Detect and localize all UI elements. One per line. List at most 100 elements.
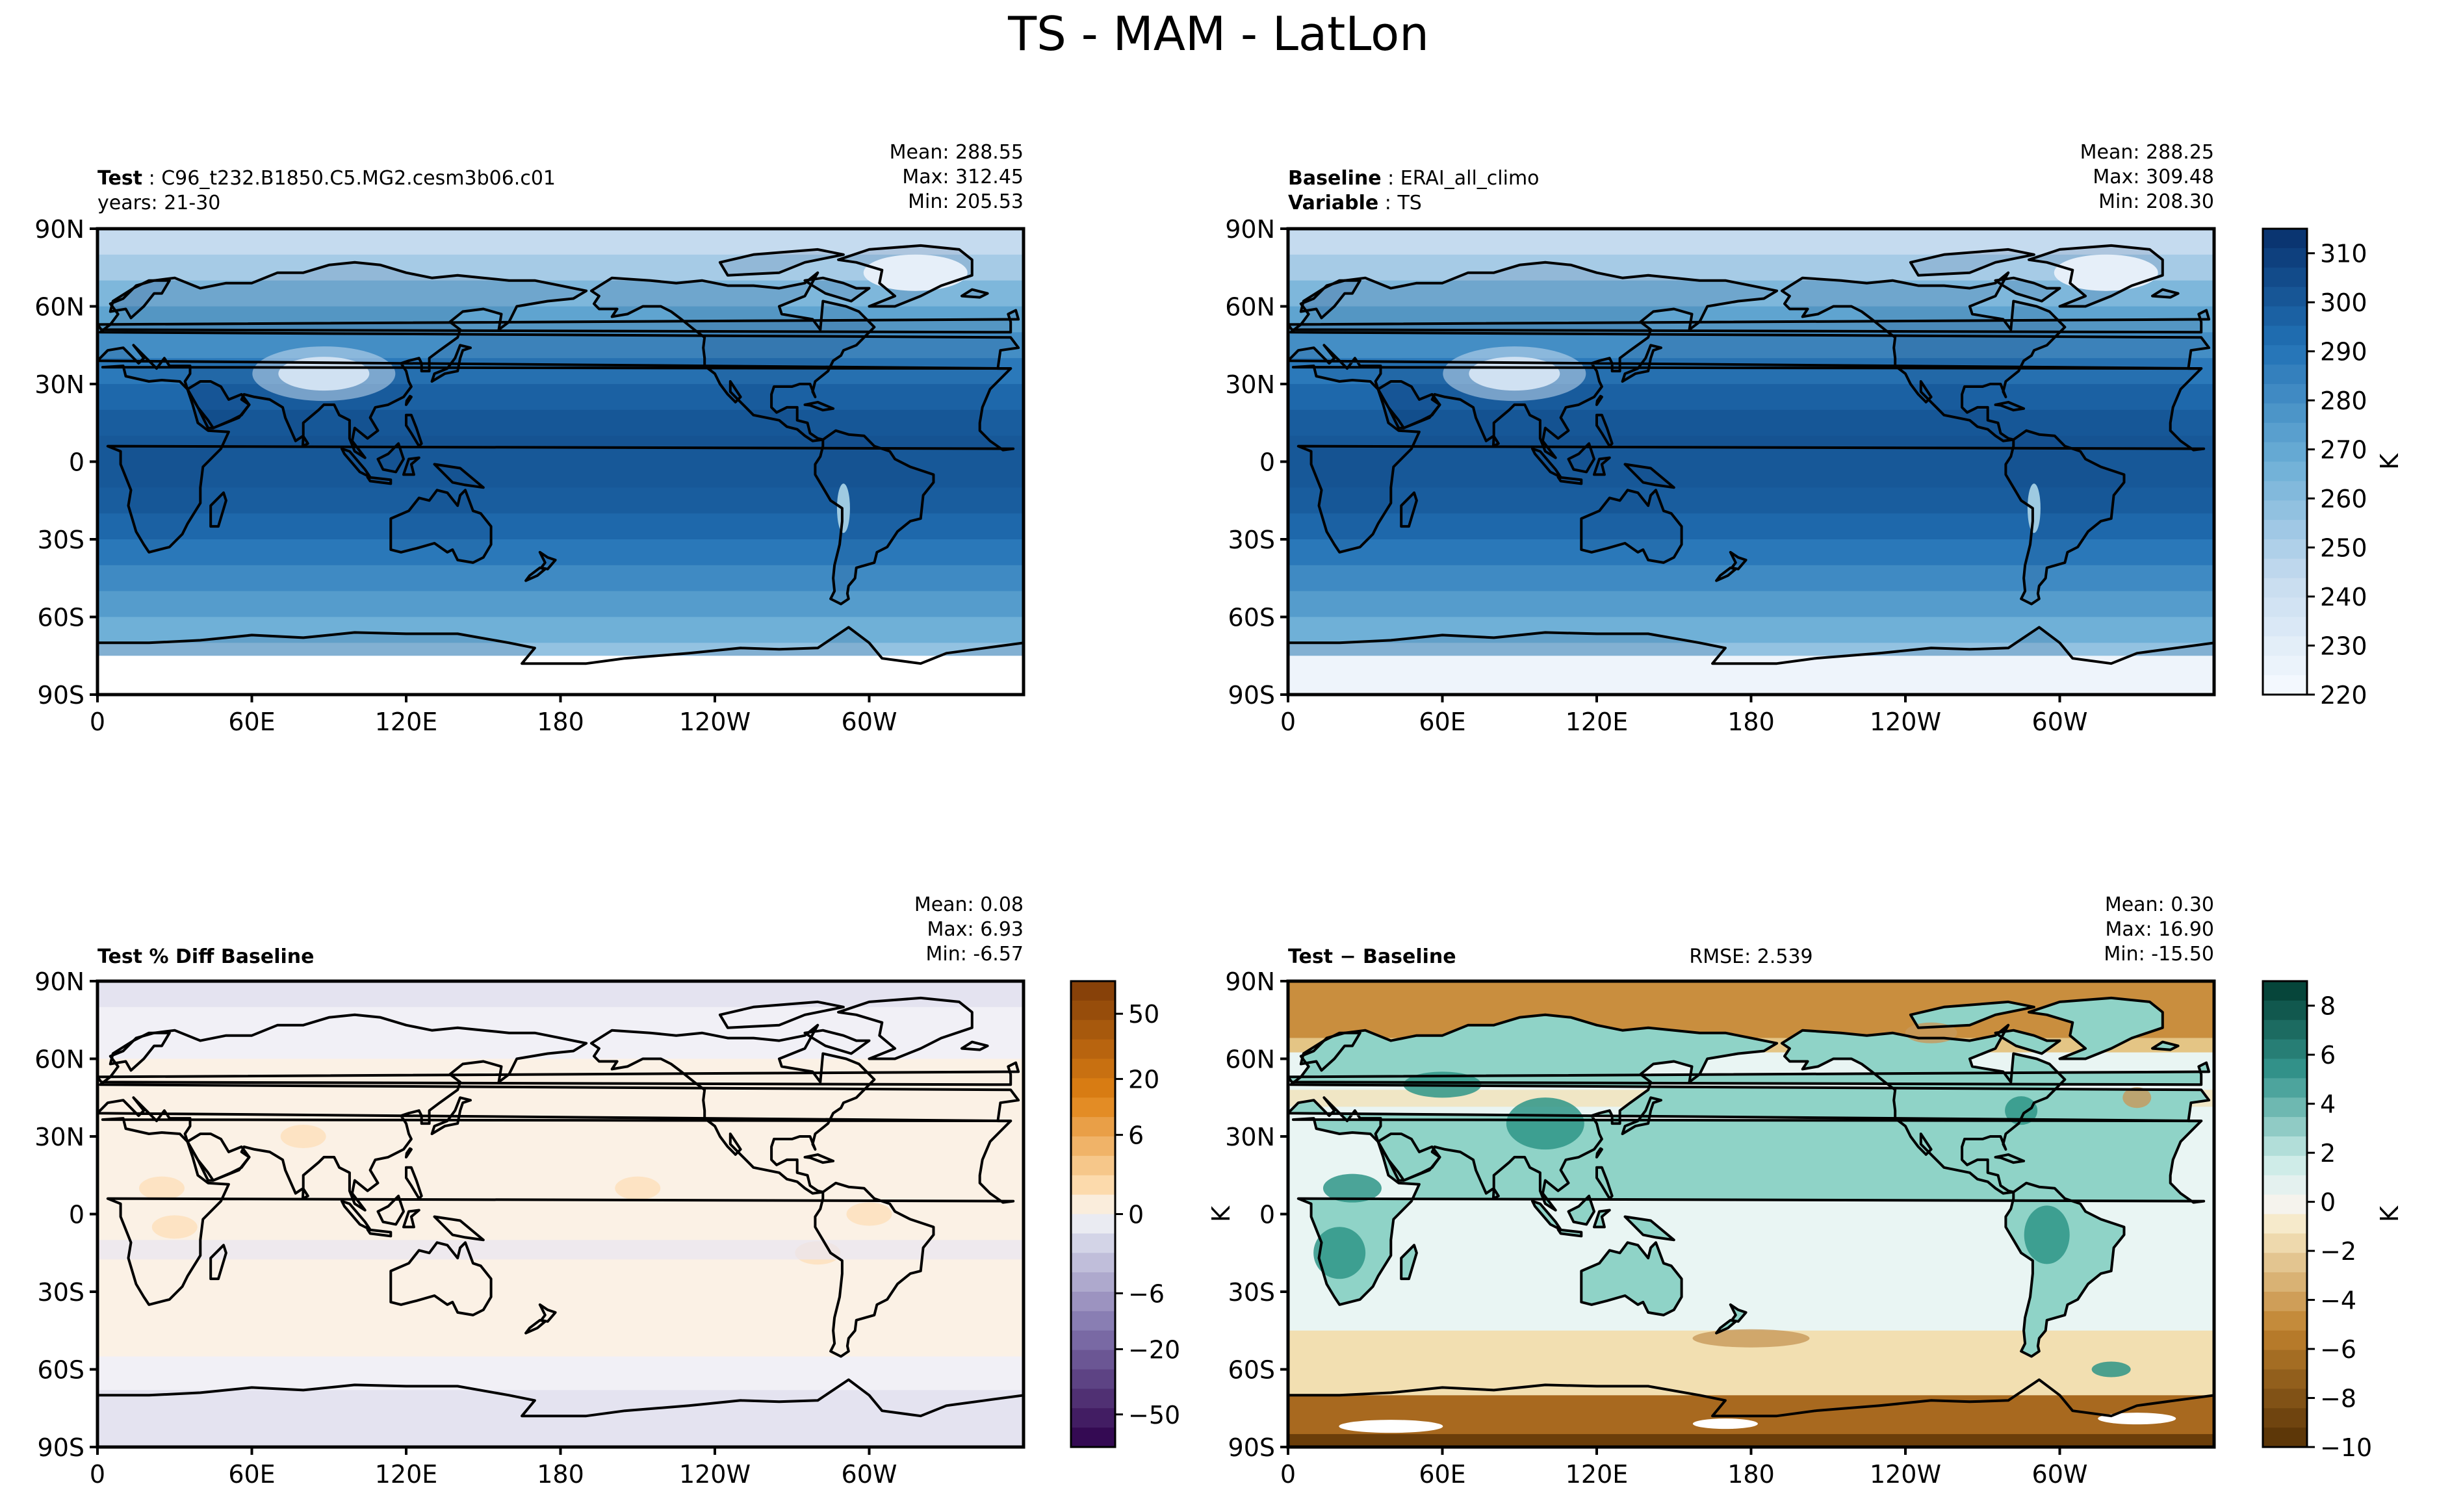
colorbar-segment: [2263, 1175, 2307, 1196]
colorbar-tick-label: −2: [2320, 1237, 2356, 1266]
coastline: [1491, 1187, 1500, 1200]
coastlines: [1288, 244, 2214, 695]
pct-arctic: [97, 981, 1024, 1007]
temp-band: [97, 513, 1024, 540]
lat-tick-label: 0: [69, 448, 84, 477]
panel-rmse: RMSE: 2.539: [1689, 945, 1812, 968]
map-area: [97, 981, 1024, 1447]
lon-tick-label: 120E: [375, 1460, 438, 1489]
diff-land: [1625, 1216, 1674, 1240]
antarctic-cold: [97, 656, 1024, 695]
coastline: [837, 244, 974, 308]
colorbar-segment: [2263, 539, 2307, 559]
colorbar-segment: [2263, 1155, 2307, 1176]
coastline: [837, 996, 974, 1060]
diff-land: [1995, 1030, 2060, 1054]
coastline: [961, 1040, 989, 1051]
pct-blob: [846, 1202, 892, 1226]
coastline: [405, 413, 423, 448]
land-shade: [1581, 490, 1682, 563]
coastline: [301, 435, 309, 448]
colorbar-segment: [2263, 636, 2307, 657]
colorbar-tick-label: −20: [1128, 1335, 1180, 1364]
map-area: [1288, 981, 2214, 1447]
coastline: [803, 1153, 835, 1164]
coastline: [1623, 1215, 1675, 1242]
coastline: [433, 463, 485, 489]
stat-mean: Mean: 0.08: [914, 893, 1024, 916]
coastline: [1623, 463, 1675, 489]
stat-min: Min: 208.30: [2098, 190, 2214, 213]
coastline: [97, 1061, 1020, 1086]
panel-label: Test − Baseline: [1288, 945, 1456, 968]
diff-coolspot: [2122, 1087, 2152, 1108]
colorbar-segment: [2263, 597, 2307, 618]
diff-hotspot: [1322, 1173, 1382, 1203]
colorbar-segment: [2263, 1272, 2307, 1292]
colorbar-segment: [1071, 1175, 1115, 1196]
land-shade: [97, 310, 1019, 333]
lon-tick-label: 120W: [679, 1460, 751, 1489]
colorbar-segment: [2263, 248, 2307, 268]
panel-label: Test % Diff Baseline: [97, 945, 315, 968]
panel-label: Baseline : ERAI_all_climo: [1288, 167, 1540, 190]
colorbar-segment: [1071, 1058, 1115, 1079]
antarctic-cold: [1288, 656, 2214, 695]
coastline: [405, 1166, 423, 1200]
coastline: [97, 626, 1024, 695]
panel-label-key: Baseline: [1288, 167, 1382, 190]
coastline: [402, 1209, 420, 1229]
colorbar-segment: [2263, 1389, 2307, 1409]
land-shade: [1293, 366, 2204, 552]
colorbar-segment: [1071, 1194, 1115, 1215]
coastline: [366, 476, 393, 485]
temp-band: [1288, 591, 2214, 618]
coastline: [1288, 309, 2211, 334]
temp-band: [1288, 539, 2214, 566]
colorbar-segment: [2263, 442, 2307, 463]
stat-min: Min: -15.50: [2104, 943, 2214, 966]
greenland-cold: [863, 254, 968, 291]
colorbar-tick-label: 240: [2320, 583, 2367, 611]
diff-coolspot: [1692, 1329, 1810, 1348]
colorbar-segment: [2263, 384, 2307, 404]
colorbar-segment: [2263, 229, 2307, 249]
colorbar-tick-label: 0: [1128, 1201, 1144, 1229]
coastline: [1299, 279, 1361, 320]
colorbar-tick-label: 6: [2320, 1041, 2336, 1070]
pct-band: [97, 1240, 1024, 1260]
coastline: [2004, 429, 2126, 606]
lat-tick-label: 60N: [34, 293, 84, 322]
land-shade: [406, 415, 422, 446]
lat-tick-label: 30N: [34, 370, 84, 399]
coastline: [1994, 276, 2061, 303]
coastline: [2028, 244, 2164, 308]
pct-blob: [615, 1176, 661, 1200]
temp-band: [97, 229, 1024, 255]
panel-variable-value: TS: [1397, 192, 1421, 214]
coastline: [97, 309, 1020, 334]
colorbar-tick-label: 230: [2320, 632, 2367, 661]
temp-band: [97, 487, 1024, 515]
coastline: [590, 271, 876, 442]
lon-tick-label: 60W: [2032, 1460, 2088, 1489]
land-shade: [102, 366, 1014, 552]
lon-tick-label: 120W: [679, 708, 751, 736]
colorbar-segment: [2263, 1039, 2307, 1060]
colorbar-tick-label: 260: [2320, 485, 2367, 513]
colorbar-temp: 310 300 290 280 270 260 250 240 230 220 K: [2262, 227, 2404, 710]
panel-label-sep: :: [1382, 167, 1400, 190]
coastline: [101, 1117, 1015, 1306]
coastline: [1288, 1061, 2211, 1086]
lon-tick-label: 120E: [1566, 708, 1629, 736]
coastline: [301, 1187, 309, 1200]
land-shade: [1288, 310, 2210, 333]
stat-mean: Mean: 288.25: [2080, 141, 2214, 164]
coastline: [433, 1215, 485, 1242]
lon-tick-label: 120E: [1566, 1460, 1629, 1489]
panel-variable-key: Variable: [1288, 192, 1378, 214]
lon-tick-label: 60E: [1419, 708, 1465, 736]
coastline: [1909, 1000, 2035, 1029]
pct-antarctic: [97, 1390, 1024, 1447]
diff-missing: [1692, 1418, 1758, 1429]
